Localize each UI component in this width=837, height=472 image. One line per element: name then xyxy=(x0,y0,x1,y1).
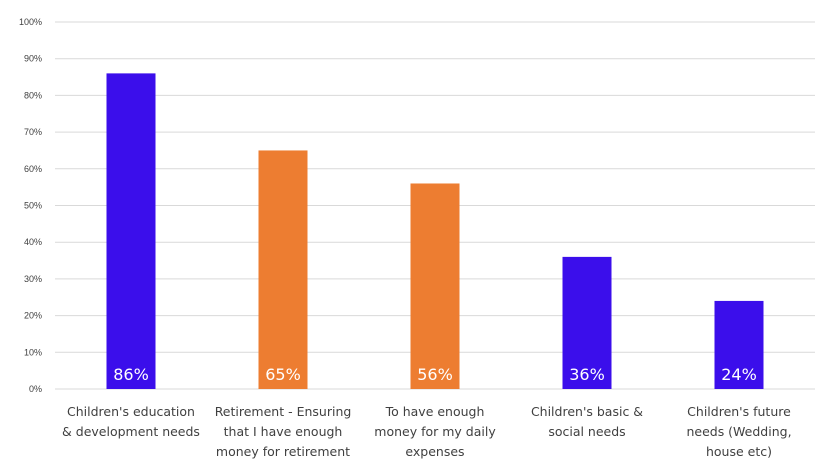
bar xyxy=(106,73,156,389)
y-tick-label: 70% xyxy=(24,127,42,137)
bars xyxy=(106,73,764,389)
data-label: 56% xyxy=(417,365,453,384)
bar xyxy=(562,256,612,389)
y-tick-label: 10% xyxy=(24,347,42,357)
x-axis: Children's education & development needs R… xyxy=(62,404,792,459)
y-tick-label: 80% xyxy=(24,90,42,100)
data-label: 36% xyxy=(569,365,605,384)
bar xyxy=(410,183,460,389)
y-tick-label: 20% xyxy=(24,311,42,321)
y-tick-label: 40% xyxy=(24,237,42,247)
y-axis: 0% 10% 20% 30% 40% 50% 60% 70% 80% 90% 100% xyxy=(19,17,42,394)
x-tick-label: Retirement - Ensuring that I have enough m… xyxy=(215,404,352,459)
y-tick-label: 100% xyxy=(19,17,42,27)
y-tick-label: 30% xyxy=(24,274,42,284)
x-tick-label: Children's future needs (Wedding, house et… xyxy=(686,404,791,459)
y-tick-label: 60% xyxy=(24,164,42,174)
data-label: 86% xyxy=(113,365,149,384)
data-labels: 86% 65% 56% 36% 24% xyxy=(113,365,757,384)
y-tick-label: 0% xyxy=(29,384,42,394)
bar xyxy=(714,300,764,389)
bar xyxy=(258,150,308,389)
y-tick-label: 90% xyxy=(24,54,42,64)
x-tick-label: To have enough money for my daily expenses xyxy=(374,404,496,459)
data-label: 24% xyxy=(721,365,757,384)
x-tick-label: Children's education & development needs xyxy=(62,404,200,439)
y-tick-label: 50% xyxy=(24,201,42,211)
x-tick-label: Children's basic & social needs xyxy=(531,404,643,439)
data-label: 65% xyxy=(265,365,301,384)
